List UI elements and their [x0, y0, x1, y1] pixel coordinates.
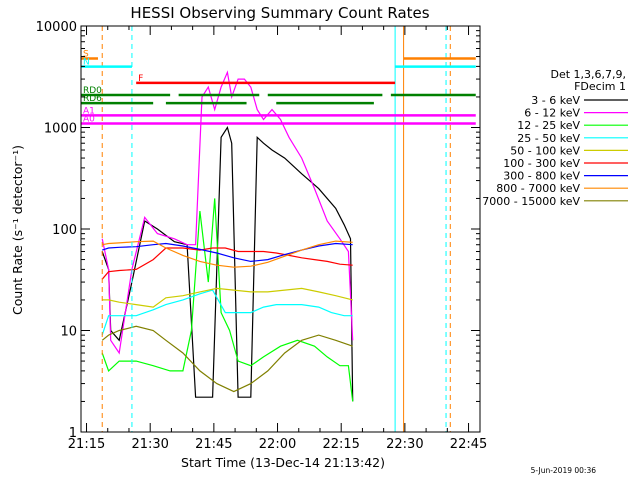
y-tick-label-4: 10000 — [36, 20, 77, 35]
chart-title: HESSI Observing Summary Count Rates — [130, 4, 429, 22]
legend-label-2: 12 - 25 keV — [517, 119, 580, 132]
x-axis-label: Start Time (13-Dec-14 21:13:42) — [181, 455, 385, 470]
legend-label-7: 800 - 7000 keV — [496, 182, 580, 195]
x-tick-label-1: 21:30 — [131, 437, 168, 452]
x-tick-label-3: 22:00 — [259, 437, 296, 452]
legend-title-0: Det 1,3,6,7,9, — [550, 68, 626, 81]
y-tick-label-2: 100 — [52, 223, 77, 238]
legend-label-1: 6 - 12 keV — [524, 107, 580, 120]
flag-label-0: S — [83, 49, 89, 59]
series-line-2 — [101, 198, 354, 402]
legend-title-1: FDecim 1 — [574, 80, 626, 93]
series-line-0 — [101, 126, 354, 402]
series-line-8 — [101, 325, 353, 393]
flag-label-6: A0 — [83, 114, 95, 124]
series-line-1 — [101, 70, 354, 355]
legend-label-8: 7000 - 15000 keV — [482, 195, 580, 208]
legend-label-5: 100 - 300 keV — [503, 157, 580, 170]
x-tick-label-5: 22:30 — [386, 437, 423, 452]
footer-timestamp: 5-Jun-2019 00:36 — [531, 466, 597, 475]
series-line-3 — [101, 289, 353, 336]
y-tick-label-0: 1 — [69, 426, 77, 441]
y-axis-label: Count Rate (s⁻¹ detector⁻¹) — [10, 145, 25, 315]
series-line-7 — [102, 240, 353, 268]
x-tick-label-6: 22:45 — [450, 437, 487, 452]
y-tick-label-3: 1000 — [44, 122, 77, 137]
x-tick-label-2: 21:45 — [195, 437, 232, 452]
legend-label-4: 50 - 100 keV — [510, 144, 580, 157]
flag-label-2: F — [138, 74, 143, 84]
axes: 1 10 100 1000 10000 21:15 21:30 21:45 22:00 22:15… — [36, 20, 488, 452]
flag-label-5: A1 — [83, 106, 95, 116]
legend-label-6: 300 - 800 keV — [503, 170, 580, 183]
x-tick-label-4: 22:15 — [322, 437, 359, 452]
legend-label-0: 3 - 6 keV — [531, 94, 580, 107]
x-tick-label-0: 21:15 — [68, 437, 105, 452]
series-line-4 — [102, 287, 353, 308]
legend-label-3: 25 - 50 keV — [517, 132, 580, 145]
y-tick-label-1: 10 — [60, 325, 77, 340]
flag-label-4: RD6 — [83, 94, 102, 104]
flag-label-1: N — [83, 58, 90, 68]
flag-label-3: RD0 — [83, 86, 102, 96]
series-line-5 — [101, 247, 353, 280]
